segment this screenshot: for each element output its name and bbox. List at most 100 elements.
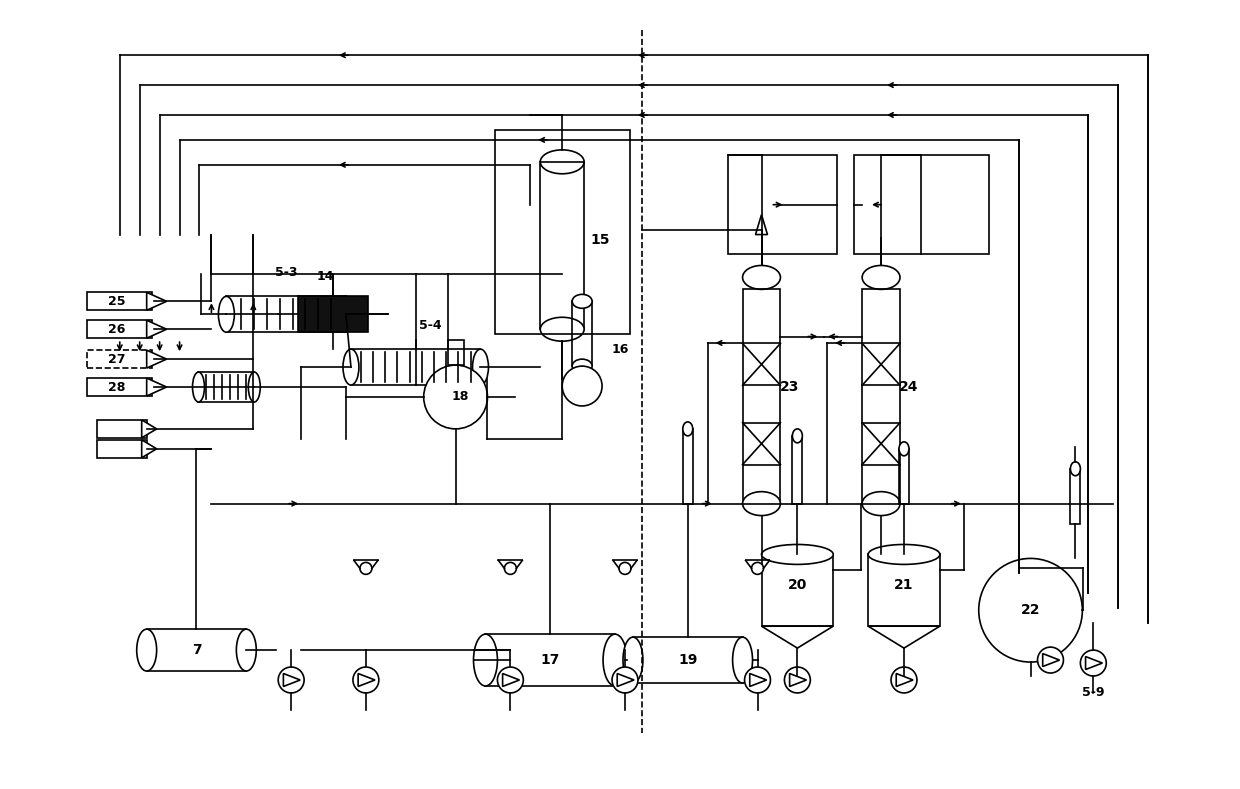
Text: 17: 17 bbox=[541, 653, 560, 667]
Circle shape bbox=[353, 667, 379, 693]
Polygon shape bbox=[750, 674, 766, 686]
Bar bbox=[1070, 469, 1080, 524]
Ellipse shape bbox=[474, 634, 497, 686]
Polygon shape bbox=[1043, 653, 1059, 667]
Bar bbox=[728, 155, 837, 255]
Bar bbox=[862, 290, 900, 503]
Text: 15: 15 bbox=[590, 233, 610, 246]
Bar bbox=[87, 378, 151, 396]
Text: 23: 23 bbox=[780, 380, 799, 394]
Ellipse shape bbox=[733, 638, 753, 683]
Circle shape bbox=[892, 667, 916, 693]
Circle shape bbox=[360, 563, 372, 574]
Bar bbox=[743, 290, 780, 503]
Text: 16: 16 bbox=[611, 342, 629, 356]
Ellipse shape bbox=[761, 544, 833, 564]
Ellipse shape bbox=[237, 629, 257, 671]
Circle shape bbox=[505, 563, 516, 574]
Bar bbox=[632, 638, 743, 683]
Bar bbox=[87, 350, 151, 368]
Ellipse shape bbox=[868, 544, 940, 564]
Text: 26: 26 bbox=[108, 323, 125, 336]
Bar bbox=[87, 293, 151, 310]
Bar bbox=[97, 439, 146, 458]
Polygon shape bbox=[897, 674, 913, 686]
Ellipse shape bbox=[862, 492, 900, 515]
Bar bbox=[298, 297, 368, 332]
Ellipse shape bbox=[218, 297, 234, 332]
Circle shape bbox=[278, 667, 304, 693]
Text: 5-4: 5-4 bbox=[419, 319, 441, 331]
Circle shape bbox=[1080, 650, 1106, 676]
Polygon shape bbox=[146, 350, 166, 368]
Polygon shape bbox=[358, 674, 374, 686]
Polygon shape bbox=[146, 320, 166, 338]
Text: 21: 21 bbox=[894, 578, 914, 593]
Ellipse shape bbox=[683, 422, 693, 436]
Polygon shape bbox=[146, 378, 166, 396]
Circle shape bbox=[744, 667, 770, 693]
Text: 27: 27 bbox=[108, 353, 125, 365]
Polygon shape bbox=[141, 439, 156, 458]
Bar bbox=[448, 340, 464, 365]
Ellipse shape bbox=[248, 372, 260, 402]
Bar bbox=[899, 449, 909, 503]
Polygon shape bbox=[868, 626, 940, 648]
Ellipse shape bbox=[743, 265, 780, 290]
Circle shape bbox=[751, 563, 764, 574]
Bar bbox=[683, 429, 693, 503]
Polygon shape bbox=[618, 674, 634, 686]
Ellipse shape bbox=[792, 429, 802, 443]
Ellipse shape bbox=[572, 294, 591, 308]
Bar bbox=[97, 420, 146, 438]
Bar bbox=[868, 555, 940, 626]
Circle shape bbox=[785, 667, 810, 693]
Circle shape bbox=[613, 667, 637, 693]
Ellipse shape bbox=[343, 350, 358, 385]
Text: 24: 24 bbox=[899, 380, 919, 394]
Text: 5-9: 5-9 bbox=[1083, 686, 1105, 699]
Polygon shape bbox=[761, 626, 833, 648]
Polygon shape bbox=[755, 215, 768, 234]
Ellipse shape bbox=[743, 492, 780, 515]
Bar bbox=[198, 372, 254, 402]
Circle shape bbox=[562, 366, 603, 406]
Bar bbox=[496, 130, 630, 335]
Circle shape bbox=[619, 563, 631, 574]
Ellipse shape bbox=[472, 350, 489, 385]
Text: 22: 22 bbox=[1021, 604, 1040, 617]
Bar bbox=[792, 436, 802, 503]
Ellipse shape bbox=[603, 634, 627, 686]
Bar bbox=[486, 634, 615, 686]
Polygon shape bbox=[284, 674, 300, 686]
Text: 14: 14 bbox=[316, 270, 334, 283]
Text: 25: 25 bbox=[108, 295, 125, 308]
Circle shape bbox=[1038, 647, 1064, 673]
Ellipse shape bbox=[572, 359, 591, 373]
Ellipse shape bbox=[622, 638, 642, 683]
Ellipse shape bbox=[541, 317, 584, 341]
Text: 7: 7 bbox=[192, 643, 201, 657]
Bar bbox=[854, 155, 988, 255]
Bar bbox=[87, 320, 151, 338]
Polygon shape bbox=[146, 293, 166, 310]
Ellipse shape bbox=[136, 629, 156, 671]
Bar bbox=[541, 162, 584, 329]
Bar bbox=[761, 555, 833, 626]
Bar bbox=[227, 297, 346, 332]
Ellipse shape bbox=[1070, 462, 1080, 476]
Circle shape bbox=[497, 667, 523, 693]
Ellipse shape bbox=[192, 372, 205, 402]
Ellipse shape bbox=[862, 265, 900, 290]
Text: 18: 18 bbox=[451, 391, 469, 403]
Text: 20: 20 bbox=[787, 578, 807, 593]
Bar bbox=[146, 629, 247, 671]
Circle shape bbox=[424, 365, 487, 429]
Polygon shape bbox=[1085, 656, 1102, 670]
Ellipse shape bbox=[541, 150, 584, 174]
Text: 28: 28 bbox=[108, 380, 125, 394]
Bar bbox=[572, 301, 591, 366]
Text: 19: 19 bbox=[678, 653, 697, 667]
Polygon shape bbox=[141, 420, 156, 438]
Polygon shape bbox=[502, 674, 520, 686]
